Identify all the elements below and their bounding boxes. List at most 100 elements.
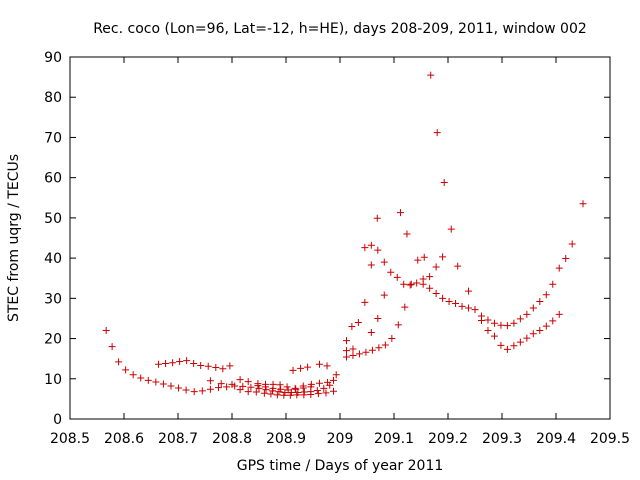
data-point: [244, 378, 252, 386]
y-tick-label: 0: [53, 412, 62, 428]
x-axis-label: GPS time / Days of year 2011: [237, 458, 444, 474]
data-point: [217, 380, 225, 388]
data-point: [387, 268, 395, 276]
plot-border: [69, 56, 611, 420]
data-point: [419, 280, 427, 288]
data-point: [484, 327, 492, 335]
data-point: [454, 262, 462, 270]
data-point: [307, 383, 315, 391]
data-point: [427, 71, 435, 79]
data-point: [516, 338, 524, 346]
data-point: [447, 225, 455, 233]
data-point: [458, 302, 466, 310]
data-point: [304, 363, 312, 371]
data-point: [406, 281, 414, 289]
data-point: [167, 382, 175, 390]
data-point: [115, 358, 123, 366]
x-tick-label: 208.7: [158, 431, 198, 447]
data-point: [289, 366, 297, 374]
data-point: [375, 344, 383, 352]
data-point: [292, 385, 300, 393]
y-tick-label: 10: [44, 372, 62, 388]
data-point: [579, 200, 587, 208]
data-point: [503, 322, 511, 330]
data-point: [286, 391, 294, 399]
data-point: [223, 383, 231, 391]
data-point: [219, 365, 227, 373]
data-point: [393, 273, 401, 281]
data-point: [349, 351, 357, 359]
data-point: [362, 348, 370, 356]
data-point: [536, 327, 544, 335]
data-point: [169, 359, 177, 367]
data-point: [226, 362, 234, 370]
x-tick-label: 208.9: [266, 431, 306, 447]
data-point: [555, 264, 563, 272]
data-point: [484, 316, 492, 324]
data-point: [277, 385, 285, 393]
data-point: [426, 273, 434, 281]
data-point: [283, 383, 291, 391]
data-point: [497, 321, 505, 329]
x-tick-label: 209.4: [536, 431, 576, 447]
data-point: [197, 362, 205, 370]
data-point: [529, 330, 537, 338]
data-point: [183, 357, 191, 365]
data-point: [523, 334, 531, 342]
data-point: [536, 298, 544, 306]
data-point: [152, 378, 160, 386]
data-point: [315, 379, 323, 387]
data-point: [342, 353, 350, 361]
x-tick-label: 208.5: [50, 431, 90, 447]
data-point: [206, 385, 214, 393]
y-tick-label: 70: [44, 130, 62, 146]
data-point: [252, 388, 260, 396]
data-point: [374, 246, 382, 254]
data-point: [465, 304, 473, 312]
data-point: [313, 386, 321, 394]
x-tick-label: 209.2: [428, 431, 468, 447]
data-point: [261, 383, 269, 391]
x-tick-label: 209.1: [374, 431, 414, 447]
data-point: [330, 387, 338, 395]
data-point: [400, 280, 408, 288]
data-point: [367, 261, 375, 269]
data-point: [260, 389, 268, 397]
data-point: [432, 290, 440, 298]
data-point: [490, 332, 498, 340]
data-point: [137, 374, 145, 382]
data-point: [342, 337, 350, 345]
data-point: [323, 362, 331, 370]
data-point: [516, 315, 524, 323]
data-point: [432, 263, 440, 271]
data-point: [190, 359, 198, 367]
data-point: [159, 380, 167, 388]
plot-frame: [69, 56, 611, 420]
data-point: [361, 244, 369, 252]
data-point: [322, 389, 330, 397]
data-point: [176, 357, 184, 365]
data-point: [380, 291, 388, 299]
data-point: [348, 322, 356, 330]
data-point: [349, 345, 357, 353]
data-point: [320, 384, 328, 392]
data-point: [439, 253, 447, 261]
data-point: [477, 316, 485, 324]
data-point: [332, 371, 340, 379]
data-point: [342, 347, 350, 355]
chart-title: Rec. coco (Lon=96, Lat=-12, h=HE), days …: [93, 21, 587, 37]
data-point: [293, 391, 301, 399]
data-point: [307, 390, 315, 398]
data-point: [215, 384, 222, 392]
data-point: [523, 310, 531, 318]
data-point: [420, 253, 428, 261]
data-point: [542, 291, 550, 299]
data-point: [297, 364, 305, 372]
data-point: [198, 387, 206, 395]
data-point: [401, 303, 409, 311]
data-point: [144, 376, 152, 384]
y-axis-ticks: 0 10 20 30 40 50 60 70 80 90: [44, 50, 610, 428]
y-axis-label: STEC from uqrg / TECUs: [6, 154, 22, 322]
data-point: [175, 384, 183, 392]
